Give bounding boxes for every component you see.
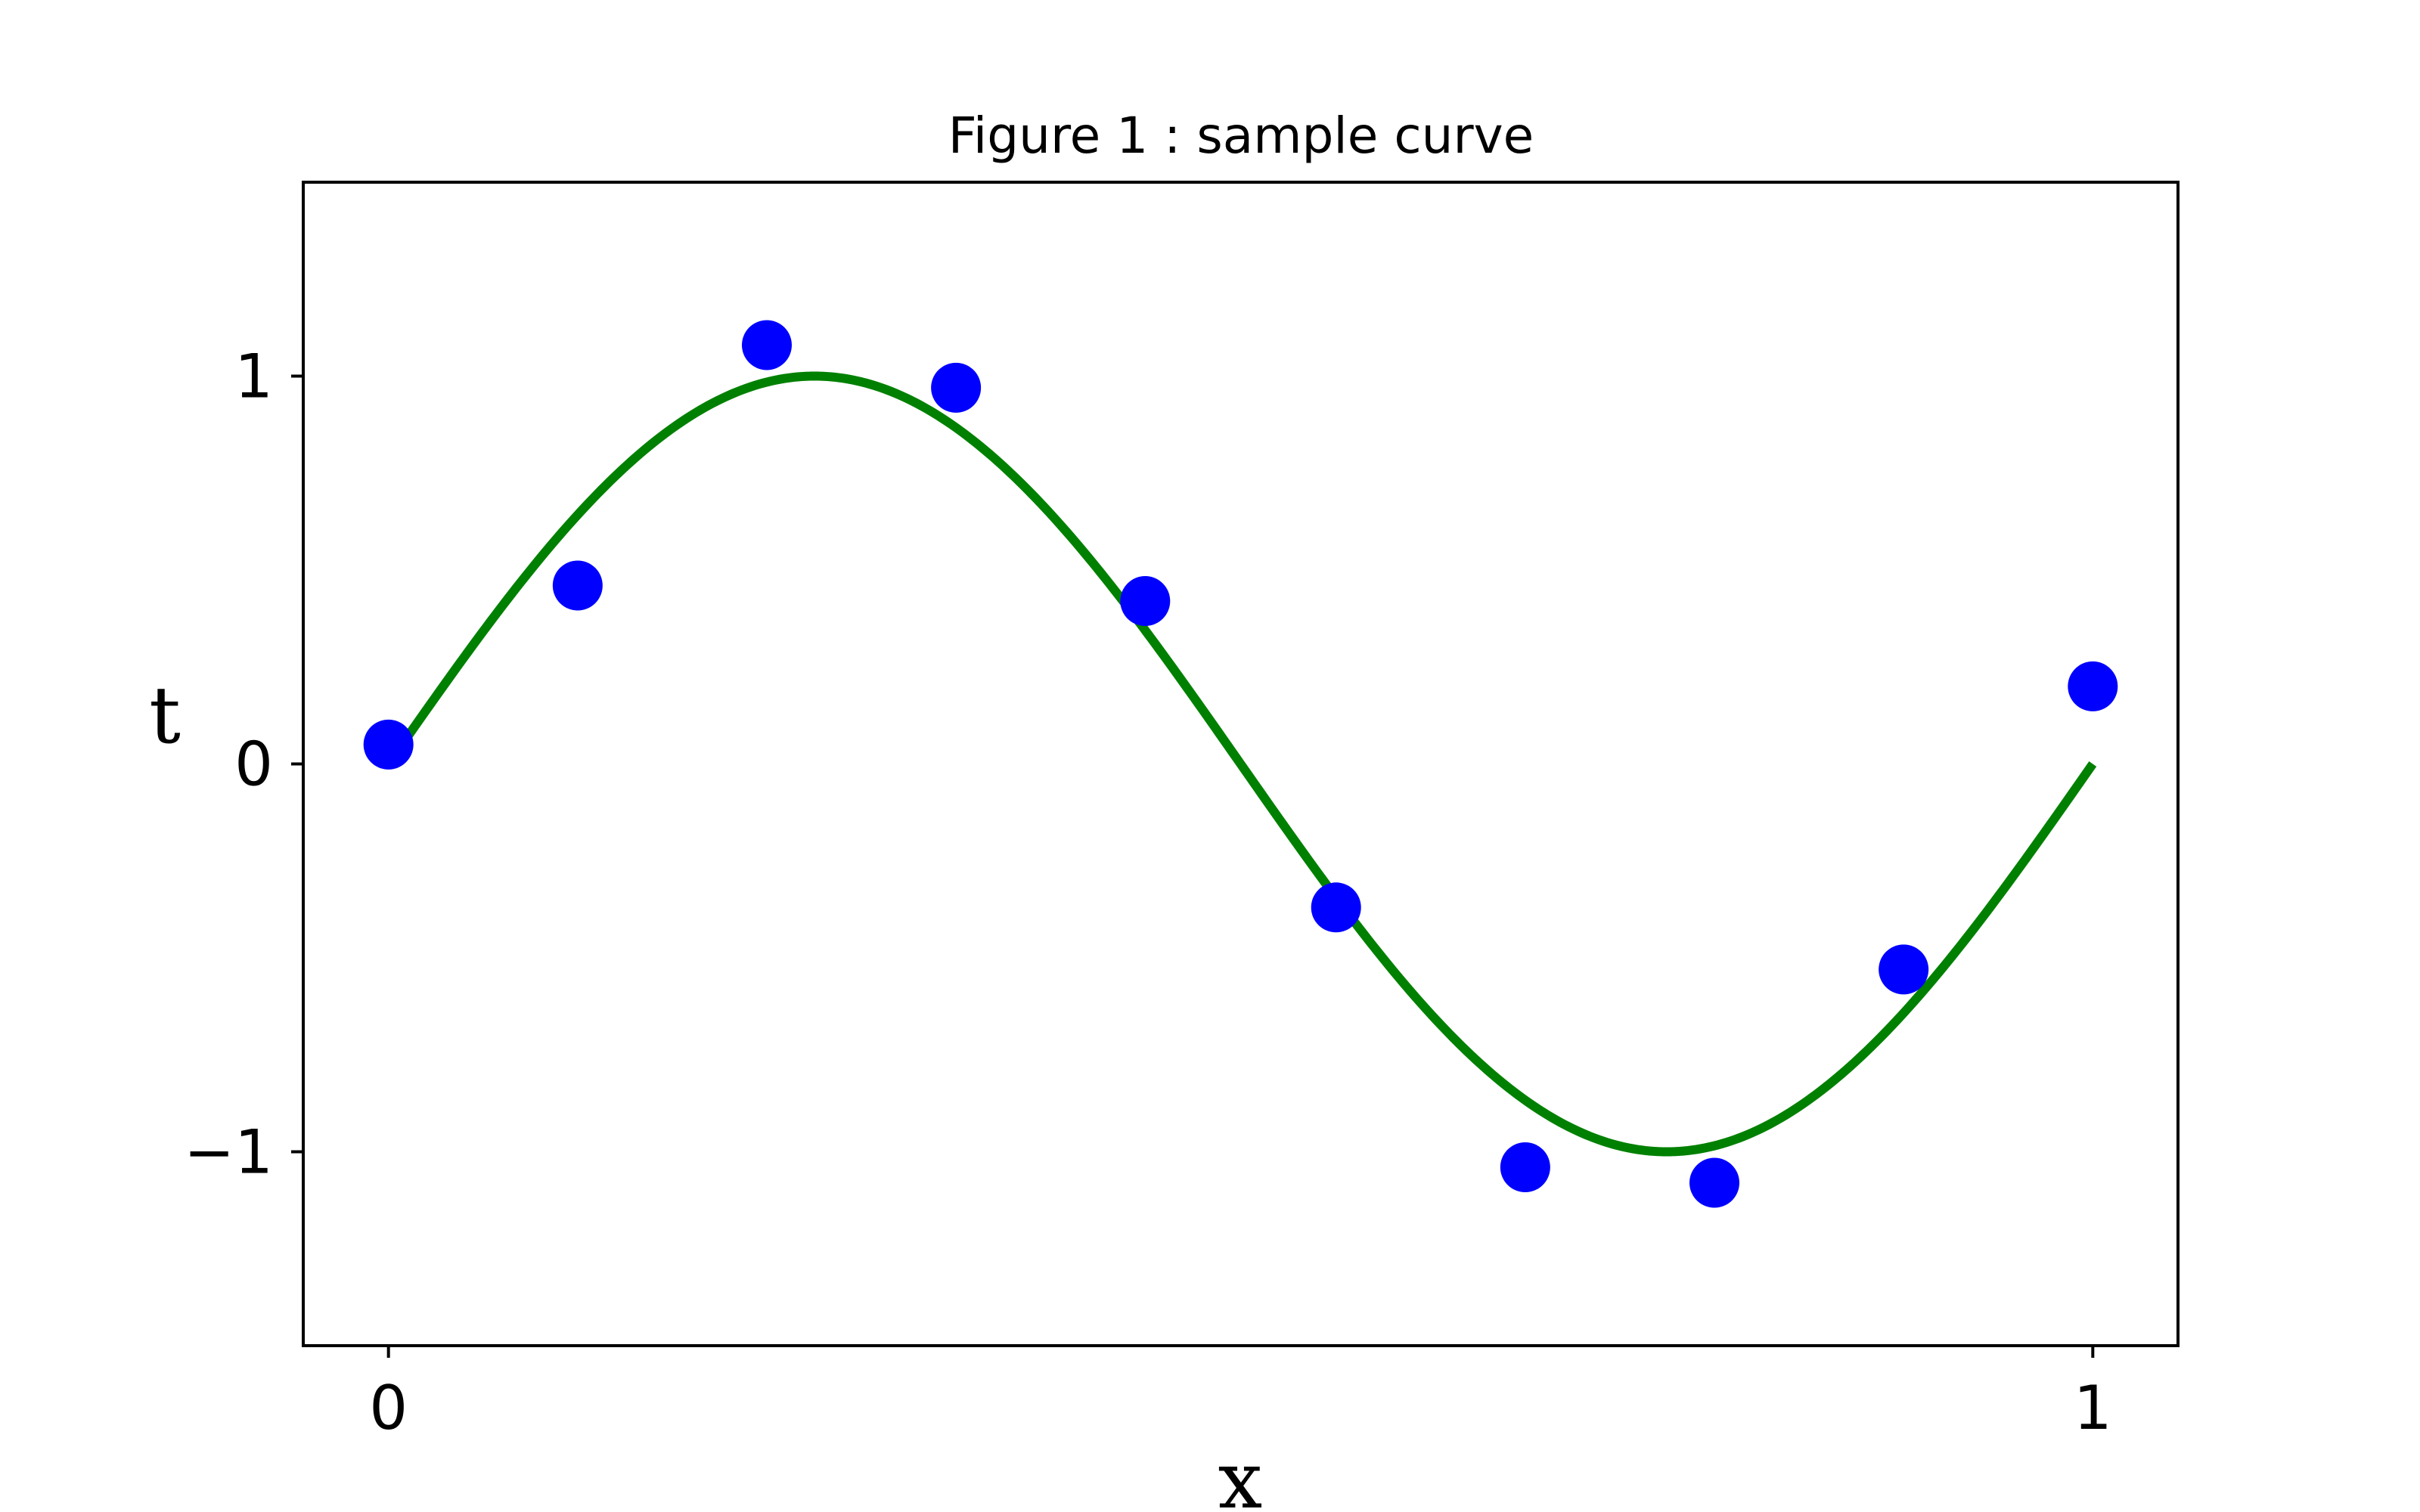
y-tick-label: 0	[234, 730, 273, 800]
data-point	[931, 362, 982, 413]
data-point	[363, 719, 414, 770]
chart-title: Figure 1 : sample curve	[948, 107, 1534, 165]
data-point	[1311, 882, 1361, 933]
x-tick-label: 1	[2074, 1373, 2112, 1443]
x-axis-label: x	[1218, 1434, 1263, 1512]
x-tick-label: 0	[369, 1373, 408, 1443]
data-point	[2068, 661, 2118, 711]
data-point	[1689, 1157, 1740, 1208]
data-point	[1120, 576, 1171, 627]
data-point	[1879, 944, 1929, 995]
data-point	[741, 320, 792, 370]
plot-area	[363, 320, 2118, 1208]
curve-line	[384, 371, 2097, 1157]
y-tick-label: 1	[234, 342, 273, 412]
data-point	[1500, 1142, 1550, 1193]
data-point	[552, 560, 603, 611]
y-axis-label: t	[149, 669, 181, 761]
axis-ticks: 0 1 −1 0 1	[184, 342, 2112, 1444]
y-tick-label: −1	[184, 1117, 273, 1188]
